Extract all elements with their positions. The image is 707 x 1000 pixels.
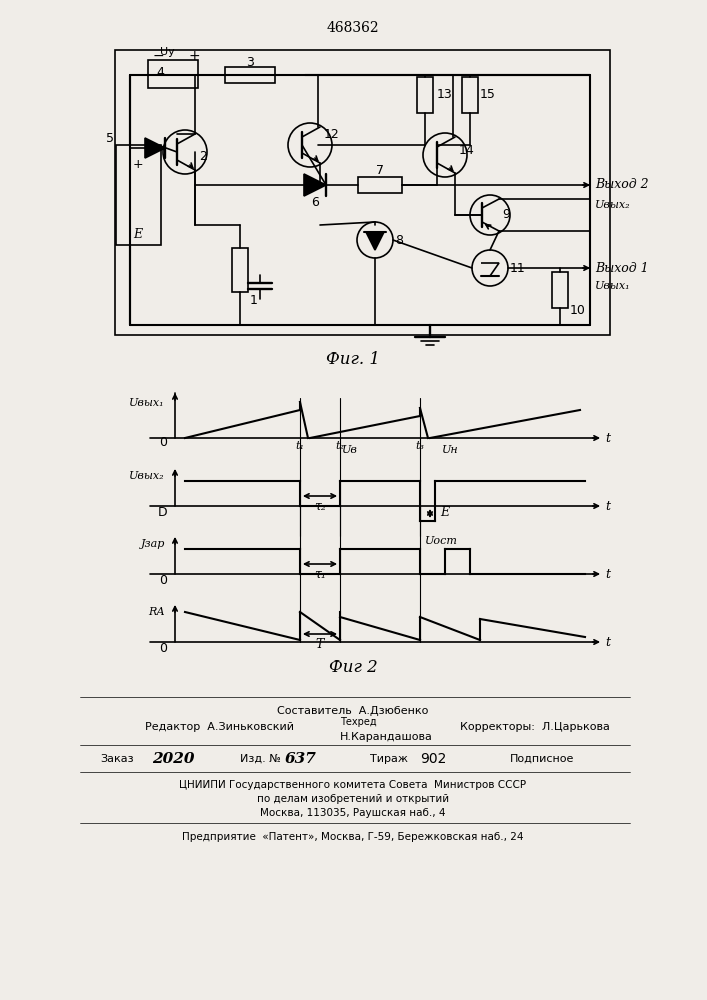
Text: 5: 5 — [106, 131, 114, 144]
Text: 0: 0 — [159, 436, 167, 450]
Text: τ₂: τ₂ — [314, 499, 326, 512]
Bar — [225, 67, 275, 83]
Text: T: T — [316, 638, 325, 650]
Text: 14: 14 — [459, 143, 474, 156]
Text: 2020: 2020 — [152, 752, 194, 766]
Text: 0: 0 — [159, 642, 167, 654]
Text: 15: 15 — [480, 89, 496, 102]
Text: Uвых₁: Uвых₁ — [595, 281, 631, 291]
Text: Подписное: Подписное — [510, 754, 574, 764]
Text: E: E — [440, 506, 449, 520]
Text: 8: 8 — [395, 233, 403, 246]
Text: по делам изобретений и открытий: по делам изобретений и открытий — [257, 794, 449, 804]
Text: 468362: 468362 — [327, 21, 380, 35]
Text: Москва, 113035, Раушская наб., 4: Москва, 113035, Раушская наб., 4 — [260, 808, 445, 818]
Text: Заказ: Заказ — [100, 754, 134, 764]
Text: 4: 4 — [156, 66, 164, 79]
Bar — [116, 145, 161, 245]
Text: 3: 3 — [246, 56, 254, 70]
Text: Uвых₂: Uвых₂ — [129, 471, 165, 481]
Polygon shape — [366, 232, 384, 250]
Text: t: t — [605, 432, 610, 444]
Text: Редактор  А.Зиньковский: Редактор А.Зиньковский — [145, 722, 294, 732]
Polygon shape — [145, 138, 165, 158]
Bar — [358, 177, 402, 193]
Text: −: − — [153, 49, 165, 63]
Text: Выход 1: Выход 1 — [595, 261, 648, 274]
Text: t: t — [605, 499, 610, 512]
Text: Н.Карандашова: Н.Карандашова — [340, 732, 433, 742]
Text: D: D — [158, 506, 168, 518]
Text: Uв: Uв — [342, 445, 358, 455]
Bar — [232, 248, 248, 292]
Text: 10: 10 — [570, 304, 586, 316]
Text: Uост: Uост — [425, 536, 458, 546]
Text: t₁: t₁ — [296, 441, 305, 451]
Text: Фиг. 1: Фиг. 1 — [326, 352, 380, 368]
Text: 12: 12 — [324, 128, 340, 141]
Text: Uвых₁: Uвых₁ — [129, 398, 165, 408]
Polygon shape — [304, 174, 326, 196]
Text: Составитель  А.Дзюбенко: Составитель А.Дзюбенко — [277, 706, 428, 716]
Text: Выход 2: Выход 2 — [595, 178, 648, 192]
Text: Uу: Uу — [160, 47, 175, 57]
Text: Jзар: Jзар — [141, 539, 165, 549]
Bar — [462, 77, 478, 113]
Text: Техред: Техред — [340, 717, 377, 727]
Text: Изд. №: Изд. № — [240, 754, 281, 764]
Text: t: t — [605, 636, 610, 648]
Text: Корректоры:  Л.Царькова: Корректоры: Л.Царькова — [460, 722, 610, 732]
Text: t: t — [605, 568, 610, 580]
Text: ЦНИИПИ Государственного комитета Совета  Министров СССР: ЦНИИПИ Государственного комитета Совета … — [180, 780, 527, 790]
Text: E: E — [134, 229, 143, 241]
Text: 637: 637 — [285, 752, 317, 766]
Text: Uн: Uн — [442, 445, 458, 455]
Text: Тираж: Тираж — [370, 754, 408, 764]
Text: 7: 7 — [376, 163, 384, 176]
Text: 6: 6 — [311, 196, 319, 210]
Text: t₃: t₃ — [416, 441, 424, 451]
Text: 1: 1 — [250, 294, 258, 306]
Text: 9: 9 — [502, 209, 510, 222]
Bar — [552, 272, 568, 308]
Text: RА: RА — [148, 607, 165, 617]
Text: t₂: t₂ — [336, 441, 344, 451]
Bar — [115, 50, 610, 335]
Text: 2: 2 — [199, 150, 207, 163]
Text: 902: 902 — [420, 752, 446, 766]
Bar — [417, 77, 433, 113]
Text: Фиг 2: Фиг 2 — [329, 658, 378, 676]
Text: 13: 13 — [437, 89, 452, 102]
Text: 0: 0 — [159, 574, 167, 586]
Text: τ₁: τ₁ — [314, 568, 326, 580]
Text: 11: 11 — [510, 261, 526, 274]
Text: +: + — [133, 158, 144, 172]
Text: Предприятие  «Патент», Москва, Г-59, Бережковская наб., 24: Предприятие «Патент», Москва, Г-59, Бере… — [182, 832, 524, 842]
Text: +: + — [188, 49, 199, 63]
Bar — [148, 60, 198, 88]
Text: Uвых₂: Uвых₂ — [595, 200, 631, 210]
